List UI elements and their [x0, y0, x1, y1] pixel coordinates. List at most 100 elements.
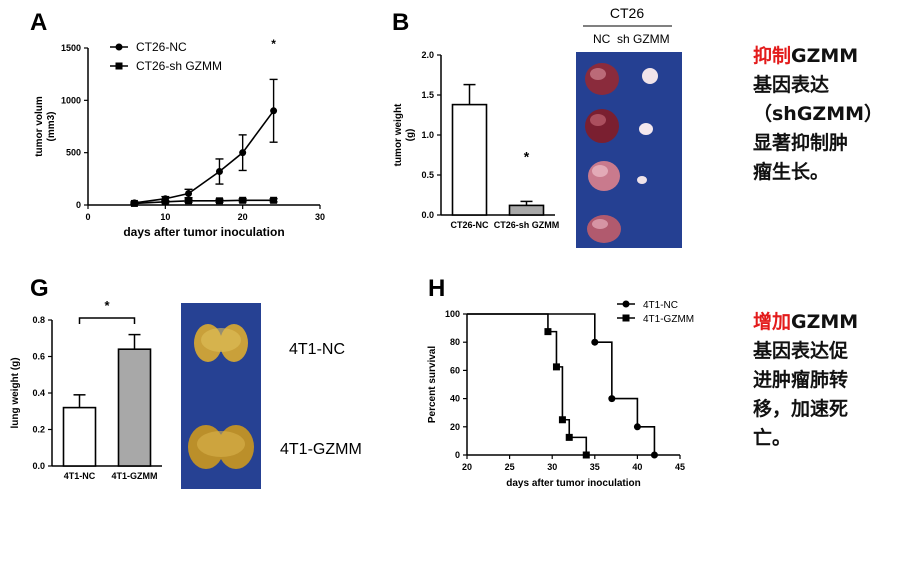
note-suppression-line-3: （shGZMM） [753, 103, 884, 125]
y-tick-label: 0.5 [421, 170, 434, 180]
significance-star: * [524, 148, 530, 164]
category-label: 4T1-NC [64, 471, 96, 481]
x-tick-label: 30 [315, 212, 325, 222]
ct26-photo-sh-label: sh GZMM [617, 32, 670, 46]
note-promotion-line-1: GZMM [791, 311, 859, 333]
data-point [270, 107, 278, 115]
data-point [650, 451, 658, 459]
series-line [467, 313, 656, 455]
category-label: CT26-sh GZMM [494, 220, 560, 230]
y-tick-label: 0.0 [421, 210, 434, 220]
lung-photo: 4T1-NC 4T1-GZMM [181, 303, 362, 489]
ct26-nc-tumor-2 [585, 109, 619, 143]
category-label: CT26-NC [450, 220, 489, 230]
ct26-sh-tumor-2 [639, 123, 653, 135]
data-point [608, 395, 616, 403]
y-tick-label: 0 [455, 450, 460, 460]
bar [62, 406, 97, 467]
y-axis-title: tumor weight [393, 103, 404, 166]
y-tick-label: 0.2 [32, 425, 45, 435]
note-promotion-line-5: 亡。 [753, 427, 792, 449]
data-point [591, 338, 599, 346]
y-axis-title: (g) [405, 129, 416, 142]
lung-gzmm-texture [197, 431, 245, 457]
data-point [239, 196, 247, 204]
x-tick-label: 35 [590, 462, 600, 472]
legend-label: 4T1-NC [643, 300, 678, 311]
y-axis-title: (mm3) [46, 111, 57, 141]
y-axis-title: tumor volum [34, 96, 45, 157]
ct26-photo-title: CT26 [610, 5, 644, 21]
data-point [633, 423, 641, 431]
note-suppression: 抑制GZMM 基因表达 （shGZMM） 显著抑制肿 瘤生长。 [753, 42, 883, 187]
ct26-nc-tumor-4 [587, 215, 621, 243]
chart-g: 0.0 0.2 0.4 0.6 0.8 4T1-NC 4T1-GZMM lung weight… [10, 298, 162, 481]
y-tick-label: 1000 [61, 95, 81, 105]
ct26-photo-nc-label: NC [593, 32, 611, 46]
significance-star: * [271, 37, 276, 51]
series-line [134, 199, 274, 205]
data-point [565, 433, 573, 441]
y-tick-label: 60 [450, 365, 460, 375]
x-tick-label: 45 [675, 462, 685, 472]
legend-marker [115, 62, 123, 70]
legend-marker [622, 314, 630, 322]
legend: CT26-NC CT26-sh GZMM [110, 40, 222, 73]
data-point [552, 363, 560, 371]
note-promotion: 增加GZMM 基因表达促 进肿瘤肺转 移，加速死 亡。 [753, 308, 858, 453]
y-tick-label: 1500 [61, 43, 81, 53]
note-promotion-line-2: 基因表达促 [753, 340, 849, 362]
series-line [467, 313, 588, 455]
y-tick-label: 100 [445, 309, 460, 319]
y-tick-label: 1.5 [421, 90, 434, 100]
ct26-nc-tumor-1-highlight [590, 68, 606, 80]
chart-b: 0.0 0.5 1.0 1.5 2.0 CT26-NC CT26-sh GZMM tumor … [393, 50, 559, 230]
x-tick-label: 25 [505, 462, 515, 472]
y-tick-label: 20 [450, 422, 460, 432]
ct26-tumor-photo: CT26 NC sh GZMM [576, 5, 682, 248]
category-label: 4T1-GZMM [112, 471, 158, 481]
lung-nc-texture [201, 328, 241, 352]
note-promotion-line-3: 进肿瘤肺转 [753, 369, 849, 391]
data-point [582, 451, 590, 459]
y-tick-label: 40 [450, 394, 460, 404]
panel-label-g: G [30, 275, 49, 302]
note-suppression-line-5: 瘤生长。 [753, 161, 830, 183]
legend-label: 4T1-GZMM [643, 314, 694, 325]
series-line [134, 110, 275, 204]
y-tick-label: 0.6 [32, 352, 45, 362]
bar [451, 103, 488, 216]
x-axis-title: days after tumor inoculation [123, 225, 284, 239]
note-suppression-line-2: 基因表达 [753, 74, 830, 96]
x-tick-label: 0 [85, 212, 90, 222]
bar [508, 204, 545, 216]
significance-star: * [104, 298, 110, 313]
ct26-nc-tumor-3-highlight [592, 165, 608, 177]
y-tick-label: 0.8 [32, 315, 45, 325]
data-point [161, 198, 169, 206]
y-tick-label: 0.0 [32, 461, 45, 471]
note-suppression-line-4: 显著抑制肿 [753, 132, 849, 154]
ct26-sh-tumor-1 [642, 68, 658, 84]
panel-label-a: A [30, 9, 47, 36]
data-point [215, 197, 223, 205]
y-tick-label: 2.0 [421, 50, 434, 60]
legend-marker [115, 43, 123, 51]
y-tick-label: 80 [450, 337, 460, 347]
series-0 [467, 313, 658, 459]
data-point [270, 196, 278, 204]
panel-label-b: B [392, 9, 409, 36]
x-tick-label: 20 [238, 212, 248, 222]
data-point [558, 416, 566, 424]
y-tick-label: 0 [76, 200, 81, 210]
note-promotion-highlight: 增加 [753, 311, 792, 333]
legend: 4T1-NC 4T1-GZMM [617, 300, 694, 325]
data-point [185, 189, 193, 197]
lung-photo-gzmm-label: 4T1-GZMM [280, 441, 362, 458]
y-tick-label: 0.4 [32, 388, 45, 398]
significance-bracket [78, 317, 136, 324]
panel-label-h: H [428, 275, 445, 302]
chart-a: 0 10 20 30 0 500 1000 1500 days after tumor inoc… [34, 37, 325, 239]
